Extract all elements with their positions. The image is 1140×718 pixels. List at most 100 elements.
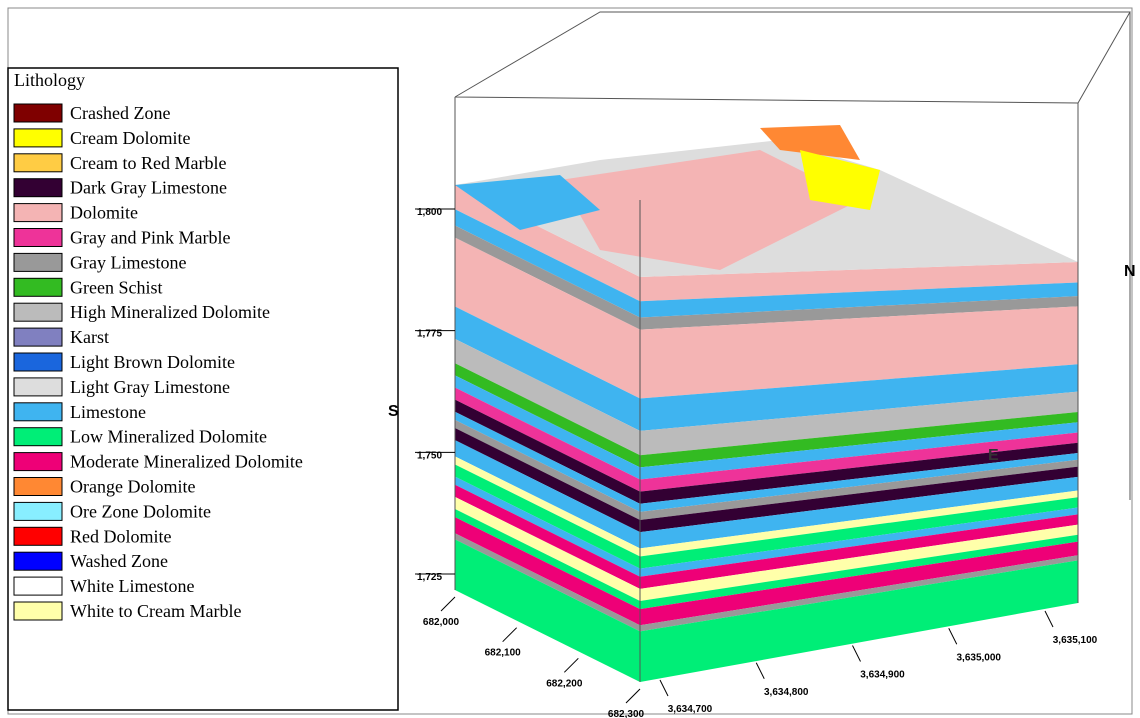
legend-label: Red Dolomite	[70, 526, 172, 546]
legend-title: Lithology	[14, 70, 85, 90]
legend-label: Low Mineralized Dolomite	[70, 427, 267, 447]
rock-layer	[455, 387, 640, 492]
direction-label: N	[1124, 263, 1136, 280]
tick-label: 3,634,700	[668, 704, 713, 715]
legend-swatch	[13, 103, 63, 123]
legend-label: Orange Dolomite	[70, 477, 195, 497]
legend-swatch	[13, 352, 63, 372]
tick-mark	[948, 628, 958, 645]
legend-swatch	[13, 252, 63, 272]
legend-swatch	[13, 228, 63, 247]
tick-label: 682,200	[546, 678, 583, 689]
legend-swatch	[13, 277, 63, 297]
legend-label: Moderate Mineralized Dolomite	[70, 452, 303, 472]
legend-swatch	[13, 153, 63, 173]
rock-layer	[455, 419, 640, 520]
rock-layer	[640, 391, 1078, 456]
legend-swatch	[13, 302, 63, 322]
legend-swatch	[13, 427, 63, 447]
rock-layer	[640, 452, 1078, 512]
tick-label: 682,000	[423, 617, 460, 628]
rock-layer	[640, 412, 1078, 468]
box-top	[454, 11, 1131, 104]
legend-swatch	[13, 327, 63, 347]
rock-layer	[640, 364, 1078, 431]
legend-label: Ore Zone Dolomite	[70, 501, 211, 521]
tick-mark	[563, 657, 579, 673]
rock-layer	[640, 490, 1078, 557]
rock-layer	[640, 507, 1078, 577]
rock-layer	[640, 459, 1078, 520]
legend-swatch	[13, 601, 63, 621]
legend-label: Dolomite	[70, 203, 138, 223]
rock-layer	[455, 375, 640, 480]
legend-swatch	[13, 178, 63, 198]
tick-mark	[852, 645, 861, 662]
tick-mark	[659, 679, 669, 697]
legend-swatch	[13, 576, 63, 596]
tick-mark	[1044, 610, 1054, 628]
tick-label: 682,100	[485, 648, 522, 659]
rock-layer	[640, 422, 1078, 480]
legend-label: Light Brown Dolomite	[70, 352, 235, 372]
rock-layer	[455, 456, 640, 557]
rock-layer	[640, 497, 1078, 569]
rock-layer	[455, 440, 640, 549]
legend-swatch	[13, 203, 63, 223]
tick-label: 1,725	[417, 572, 442, 583]
tick-label: 1,800	[417, 207, 442, 218]
legend-swatch	[13, 551, 63, 571]
legend-label: Cream Dolomite	[70, 128, 190, 148]
legend-label: Limestone	[70, 402, 146, 422]
legend-swatch	[13, 501, 63, 521]
legend-label: Light Gray Limestone	[70, 377, 230, 397]
rock-layer	[640, 282, 1078, 318]
top-surface	[455, 175, 600, 230]
rock-layer	[640, 466, 1078, 533]
rock-layer	[640, 534, 1078, 610]
rock-layer	[640, 432, 1078, 492]
legend-swatch	[13, 526, 63, 546]
legend-label: Crashed Zone	[70, 103, 170, 123]
rock-layer	[455, 509, 640, 610]
top-surface	[760, 125, 860, 160]
legend-label: Karst	[70, 327, 109, 347]
tick-mark	[625, 688, 641, 704]
rock-layer	[640, 262, 1078, 302]
direction-label: S	[388, 403, 399, 420]
rock-layer	[455, 411, 640, 512]
legend-label: Washed Zone	[70, 551, 168, 571]
rock-layer	[455, 399, 640, 504]
rock-layer	[640, 514, 1078, 589]
legend-swatch	[13, 402, 63, 422]
legend-swatch	[13, 128, 63, 148]
rock-layer	[455, 517, 640, 626]
legend-swatch	[13, 377, 63, 397]
tick-label: 1,775	[417, 329, 442, 340]
tick-label: 3,634,900	[860, 670, 905, 681]
rock-layer	[455, 464, 640, 569]
rock-layer	[640, 442, 1078, 504]
rock-layer	[640, 555, 1078, 632]
tick-label: 3,635,100	[1053, 635, 1098, 646]
legend-label: Cream to Red Marble	[70, 153, 226, 173]
rock-layer	[455, 476, 640, 577]
legend-label: Dark Gray Limestone	[70, 178, 227, 198]
top-surface	[800, 150, 880, 210]
rock-layer	[640, 541, 1078, 626]
rock-layer	[455, 363, 640, 468]
tick-label: 1,750	[417, 450, 442, 461]
rock-layer	[455, 338, 640, 456]
tick-mark	[440, 596, 456, 612]
legend-label: White Limestone	[70, 576, 194, 596]
legend-label: White to Cream Marble	[70, 601, 241, 621]
rock-layer	[640, 560, 1078, 682]
tick-label: 3,635,000	[957, 652, 1002, 663]
bounding-box	[454, 11, 1131, 682]
legend-box	[7, 67, 399, 711]
rock-layer	[455, 306, 640, 431]
rock-layer	[455, 539, 640, 682]
top-surface	[560, 150, 860, 270]
legend-label: Gray and Pink Marble	[70, 228, 230, 248]
rock-layer	[455, 496, 640, 601]
